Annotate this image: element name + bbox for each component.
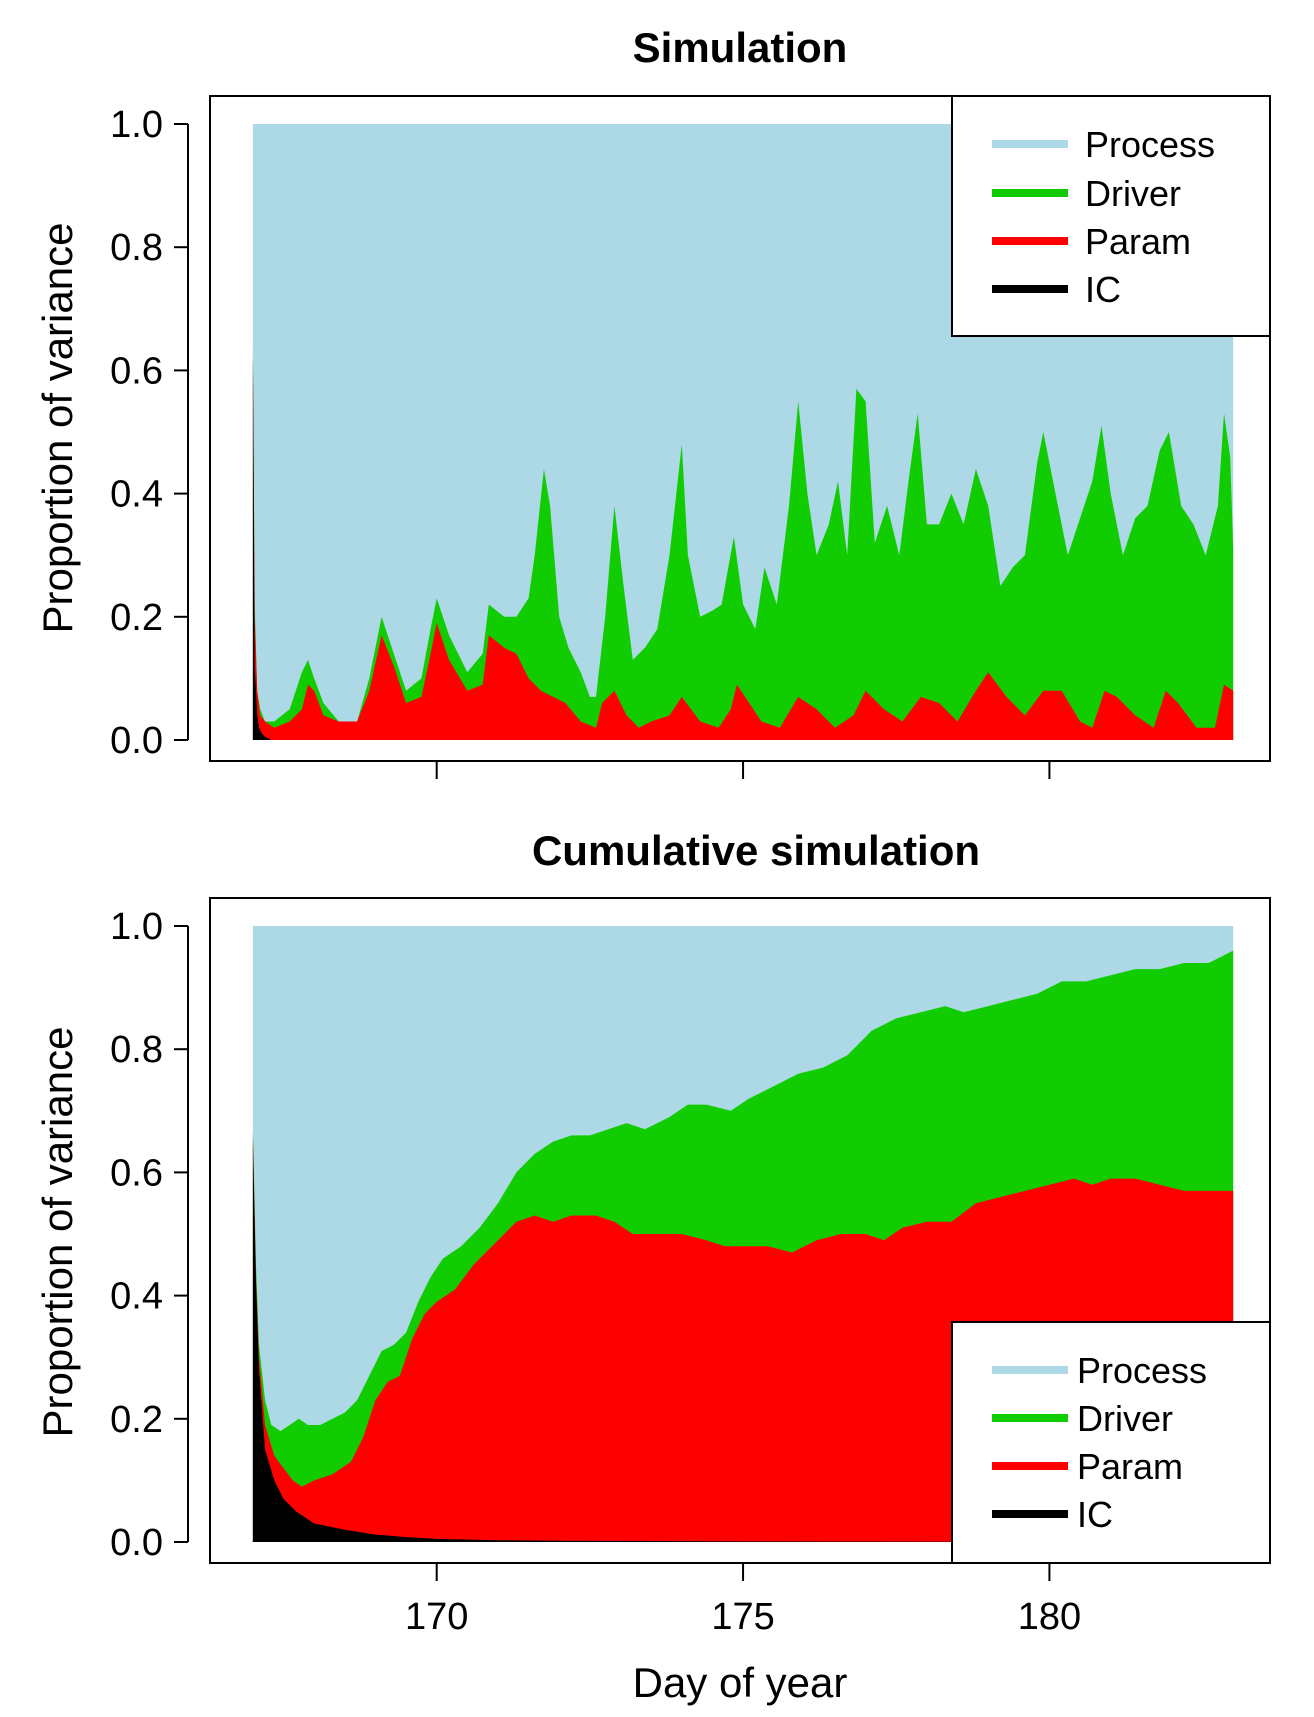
area-driver — [252, 345, 1234, 740]
legend: Process Driver Param IC — [951, 95, 1271, 337]
y-tick-label: 0.4 — [110, 1276, 163, 1318]
y-tick-label: 0.0 — [110, 720, 163, 762]
y-axis: 0.0 0.2 0.4 0.6 0.8 1.0 — [110, 104, 189, 762]
y-axis-label: Proportion of variance — [34, 223, 81, 634]
x-axis — [435, 760, 1051, 779]
legend-label-param: Param — [1085, 221, 1191, 262]
y-tick-label: 0.0 — [110, 1522, 163, 1564]
y-tick-label: 1.0 — [110, 906, 163, 948]
legend-label-driver: Driver — [1085, 173, 1181, 214]
x-tick-label: 175 — [711, 1596, 774, 1638]
legend-label-param: Param — [1077, 1446, 1183, 1487]
y-tick-label: 0.6 — [110, 350, 163, 392]
y-axis-label: Proportion of variance — [34, 1027, 81, 1438]
panel-simulation: Simulation 0.0 0.2 0.4 0.6 0.8 1.0 Proportion… — [34, 24, 1271, 779]
legend-label-process: Process — [1085, 124, 1215, 165]
legend-label-process: Process — [1077, 1350, 1207, 1391]
legend-label-driver: Driver — [1077, 1398, 1173, 1439]
area-param — [252, 351, 1234, 740]
chart-title: Cumulative simulation — [532, 827, 980, 874]
panel-cumulative-simulation: Cumulative simulation 0.0 0.2 0.4 0.6 0.8 1.0… — [34, 827, 1271, 1706]
y-tick-label: 0.2 — [110, 597, 163, 639]
x-axis: 170 175 180 — [405, 1562, 1081, 1638]
y-tick-label: 0.2 — [110, 1399, 163, 1441]
x-axis-label: Day of year — [633, 1659, 848, 1706]
legend-box — [951, 1321, 1271, 1564]
legend-label-ic: IC — [1077, 1494, 1113, 1535]
x-tick-label: 180 — [1018, 1596, 1081, 1638]
legend: Process Driver Param IC — [951, 1321, 1271, 1564]
y-tick-label: 1.0 — [110, 104, 163, 146]
y-axis: 0.0 0.2 0.4 0.6 0.8 1.0 — [110, 906, 189, 1564]
chart-title: Simulation — [633, 24, 848, 71]
y-tick-label: 0.8 — [110, 1029, 163, 1071]
y-tick-label: 0.4 — [110, 474, 163, 516]
x-tick-label: 170 — [405, 1596, 468, 1638]
legend-box — [951, 95, 1271, 337]
y-tick-label: 0.8 — [110, 227, 163, 269]
legend-label-ic: IC — [1085, 269, 1121, 310]
y-tick-label: 0.6 — [110, 1152, 163, 1194]
